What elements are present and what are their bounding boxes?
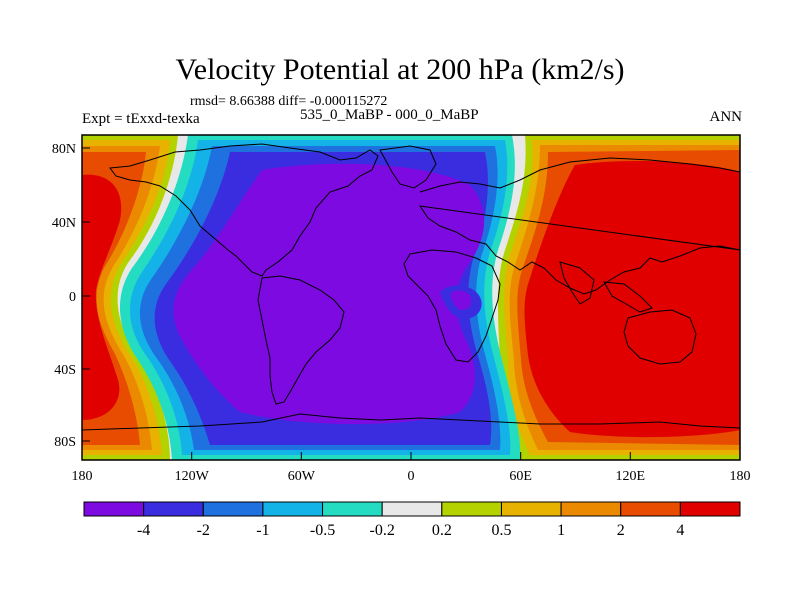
continent-outlines <box>82 143 740 431</box>
outline-indian-subcontinent <box>559 261 595 305</box>
colorbar-swatch <box>679 501 741 517</box>
colorbar-label: 2 <box>617 522 625 539</box>
colorbar-swatch <box>620 501 681 517</box>
plot-title: Velocity Potential at 200 hPa (km2/s) <box>175 53 625 86</box>
outline-southeast-asia <box>603 281 653 313</box>
outline-australia <box>623 309 697 365</box>
colorbar-label: 1 <box>557 522 565 539</box>
outline-africa <box>403 249 501 363</box>
colorbar-label: 0.2 <box>432 522 452 539</box>
lat-tick-label: 80N <box>52 142 76 157</box>
experiment-label: Expt = tExxd-texka <box>82 111 200 127</box>
colorbar-label: 4 <box>676 522 684 539</box>
colorbar-label: 0.5 <box>491 522 511 539</box>
colorbar-swatch <box>381 501 443 517</box>
lon-tick-label: 0 <box>408 469 415 484</box>
colorbar-swatch <box>143 501 204 517</box>
colorbar-label: -2 <box>197 522 210 539</box>
lon-tick-label: 120W <box>175 469 210 484</box>
colorbar-swatch <box>500 501 562 517</box>
lon-tick-label: 60E <box>509 469 532 484</box>
outline-south-america <box>257 275 345 405</box>
colorbar-label: -4 <box>137 522 150 539</box>
colorbar-labels: -4 -2 -1 -0.5 -0.2 0.2 0.5 1 2 4 <box>137 522 684 539</box>
colorbar-swatch <box>322 501 383 517</box>
contour-negative--4 <box>173 163 485 424</box>
lon-tick-labels: 180 120W 60W 0 60E 120E 180 <box>72 469 751 484</box>
colorbar-swatch <box>83 501 145 517</box>
lat-tick-label: 80S <box>54 435 76 450</box>
colorbar-swatch <box>441 501 502 517</box>
colorbar-swatch <box>262 501 324 517</box>
colorbar-swatch <box>560 501 622 517</box>
lat-tick-labels: 80N 40N 0 40S 80S <box>52 142 76 450</box>
lon-tick-label: 120E <box>616 469 646 484</box>
colorbar-label: -0.5 <box>310 522 335 539</box>
outline-antarctica <box>82 413 740 431</box>
lon-tick-label: 180 <box>730 469 751 484</box>
lon-tick-label: 180 <box>72 469 93 484</box>
colorbar-swatch <box>202 501 264 517</box>
contour-positive-west-4 <box>82 174 122 420</box>
colorbar-label: -1 <box>256 522 269 539</box>
axis-ticks <box>81 147 741 460</box>
lat-tick-label: 40N <box>52 216 76 231</box>
rmsd-diff-stats: rmsd= 8.66388 diff= -0.000115272 <box>190 94 388 109</box>
outline-eurasia <box>418 157 740 295</box>
colorbar <box>83 501 741 517</box>
lon-tick-label: 60W <box>288 469 316 484</box>
season-label: ANN <box>709 109 743 125</box>
contour-positive-east-4 <box>524 160 740 438</box>
lat-tick-label: 40S <box>54 363 76 378</box>
case-label: 535_0_MaBP - 000_0_MaBP <box>300 107 479 123</box>
equatorial-atlantic-feature-inner <box>450 290 472 310</box>
lat-tick-label: 0 <box>69 290 76 305</box>
outline-north-america <box>109 143 379 277</box>
filled-contours <box>82 135 740 460</box>
colorbar-label: -0.2 <box>370 522 395 539</box>
outline-greenland <box>379 145 437 189</box>
